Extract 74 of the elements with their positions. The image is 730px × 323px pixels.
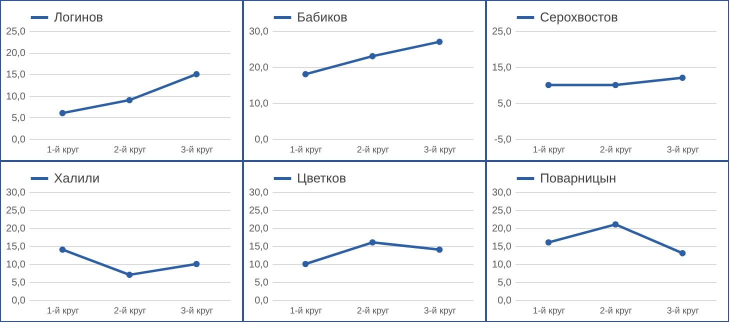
y-tick-label: 25,0	[492, 206, 512, 216]
y-tick-label: 15,0	[492, 242, 512, 252]
y-tick-label: 30,0	[492, 188, 512, 198]
y-tick-label: 10,0	[6, 260, 26, 270]
y-tick-label: 25,0	[6, 206, 26, 216]
y-tick-label: 15,0	[6, 242, 26, 252]
y-tick-label: 20,0	[492, 224, 512, 234]
point	[193, 260, 200, 268]
point	[126, 96, 133, 104]
x-tick-label: 1-й круг	[290, 306, 323, 316]
point	[369, 53, 376, 60]
y-tick-label: 5,0	[12, 278, 26, 288]
legend-label: Логинов	[54, 10, 104, 24]
y-tick-label: 25,0	[6, 26, 26, 38]
y-tick-label: 10,0	[249, 98, 269, 110]
y-tick-label: 0,0	[12, 296, 26, 306]
point	[369, 239, 376, 246]
point	[59, 246, 66, 253]
x-tick-label: 3-й круг	[424, 306, 457, 316]
y-tick-label: 0,0	[12, 134, 26, 146]
x-tick-label: 3-й круг	[424, 144, 457, 154]
x-tick-label: 2-й круг	[600, 306, 633, 316]
x-tick-label: 1-й круг	[46, 144, 80, 154]
x-tick-label: 2-й круг	[114, 144, 147, 154]
x-tick-label: 1-й круг	[290, 144, 323, 154]
y-tick-label: 5,0	[12, 112, 26, 124]
y-tick-label: 10,0	[492, 260, 512, 270]
y-tick-label: 20,0	[6, 224, 26, 234]
y-tick-label: 5,0	[498, 98, 512, 110]
x-tick-label: 2-й круг	[356, 306, 390, 316]
y-tick-label: 20,0	[6, 48, 26, 60]
y-tick-label: 30,0	[6, 188, 26, 198]
x-tick-label: 1-й круг	[532, 306, 566, 316]
y-tick-label: 20,0	[249, 62, 269, 74]
legend-label: Халили	[54, 170, 100, 186]
point	[193, 71, 200, 78]
x-tick-label: 3-й круг	[180, 144, 214, 154]
y-tick-label: 0,0	[254, 134, 269, 146]
legend-label: Цветков	[297, 170, 346, 186]
point	[126, 272, 133, 278]
point	[59, 110, 66, 116]
point	[436, 246, 443, 253]
y-tick-label: 30,0	[249, 26, 269, 38]
x-tick-label: 3-й круг	[180, 306, 214, 316]
y-tick-label: 10,0	[6, 91, 26, 102]
x-tick-label: 2-й круг	[114, 306, 147, 316]
x-tick-label: 3-й круг	[666, 306, 700, 316]
x-tick-label: 2-й круг	[356, 144, 390, 154]
y-tick-label: 25,0	[249, 206, 269, 216]
y-tick-label: 20,0	[249, 224, 269, 234]
y-tick-label: 5,0	[254, 278, 269, 288]
y-tick-label: 15,0	[249, 242, 269, 252]
y-tick-label: 30,0	[249, 188, 269, 198]
point	[679, 250, 686, 256]
x-tick-label: 2-й круг	[600, 144, 633, 154]
y-tick-label: 0,0	[498, 296, 512, 306]
y-tick-label: 0,0	[254, 296, 269, 306]
y-tick-label: 5,0	[498, 278, 512, 288]
legend-label: Бабиков	[297, 10, 348, 24]
point	[612, 221, 619, 228]
point	[436, 38, 443, 45]
legend-label: Серохвостов	[540, 10, 618, 24]
point	[545, 239, 552, 246]
point	[302, 71, 309, 78]
legend-label: Поварницын	[540, 170, 616, 186]
x-tick-label: 3-й круг	[666, 144, 700, 154]
x-tick-label: 1-й круг	[532, 144, 566, 154]
x-tick-label: 1-й круг	[46, 306, 80, 316]
y-tick-label: -5,0	[494, 134, 512, 146]
y-tick-label: 25,0	[492, 26, 512, 38]
y-tick-label: 15,0	[492, 62, 512, 74]
point	[302, 260, 309, 268]
y-tick-label: 10,0	[249, 260, 269, 270]
y-tick-label: 15,0	[6, 70, 26, 81]
